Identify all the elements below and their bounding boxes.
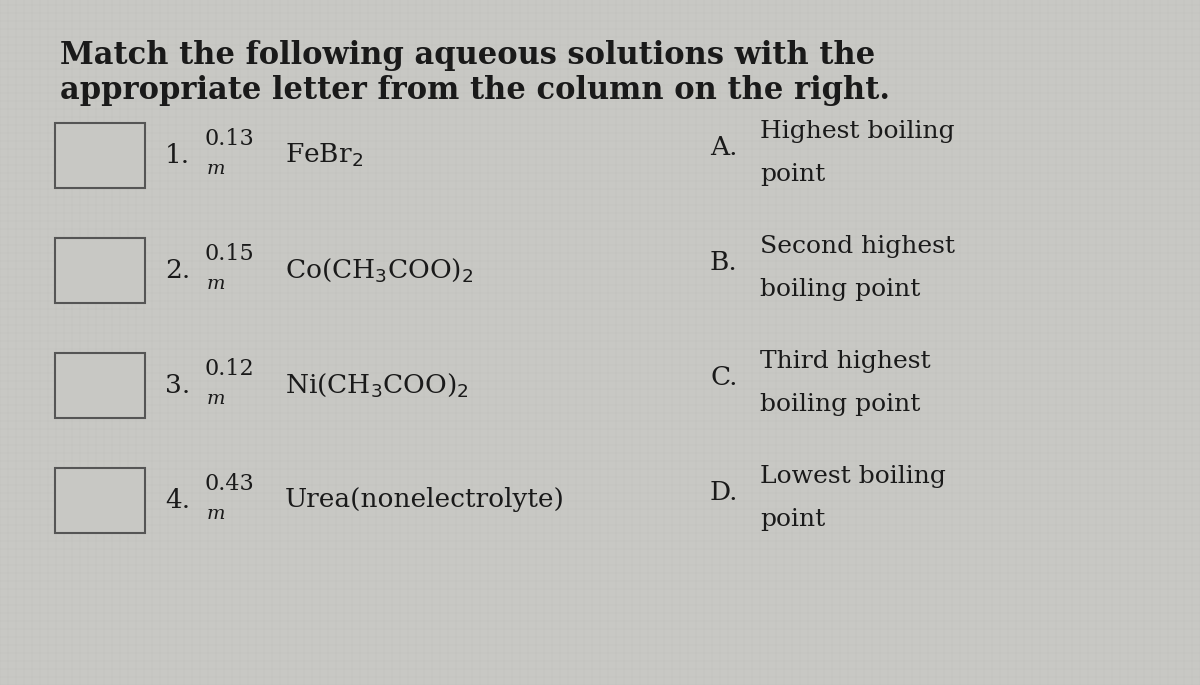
Text: 3.: 3. [166,373,191,397]
Bar [55,353,145,417]
Bar [55,123,145,188]
Text: Lowest boiling: Lowest boiling [760,465,946,488]
Text: m: m [208,160,226,178]
Text: Match the following aqueous solutions with the: Match the following aqueous solutions wi… [60,40,875,71]
Text: m: m [208,275,226,293]
Text: FeBr$_2$: FeBr$_2$ [286,141,364,169]
Text: B.: B. [710,249,738,275]
Bar [55,238,145,303]
Text: Urea(nonelectrolyte): Urea(nonelectrolyte) [286,488,565,512]
Text: m: m [208,390,226,408]
Text: C.: C. [710,364,738,390]
Text: boiling point: boiling point [760,278,920,301]
Text: Ni(CH$_3$COO)$_2$: Ni(CH$_3$COO)$_2$ [286,371,469,399]
Text: 4.: 4. [166,488,190,512]
Bar [55,467,145,532]
Text: 0.12: 0.12 [205,358,254,380]
Text: Co(CH$_3$COO)$_2$: Co(CH$_3$COO)$_2$ [286,256,473,284]
Text: D.: D. [710,479,738,504]
Text: A.: A. [710,134,738,160]
Text: Second highest: Second highest [760,235,955,258]
Text: 0.15: 0.15 [205,243,254,265]
Text: boiling point: boiling point [760,393,920,416]
Text: m: m [208,505,226,523]
Text: 1.: 1. [166,142,190,168]
Text: 2.: 2. [166,258,191,282]
Text: point: point [760,508,826,531]
Text: Third highest: Third highest [760,350,931,373]
Text: point: point [760,163,826,186]
Text: 0.43: 0.43 [205,473,254,495]
Text: 0.13: 0.13 [205,128,254,150]
Text: appropriate letter from the column on the right.: appropriate letter from the column on th… [60,75,890,106]
Text: Highest boiling: Highest boiling [760,120,955,143]
